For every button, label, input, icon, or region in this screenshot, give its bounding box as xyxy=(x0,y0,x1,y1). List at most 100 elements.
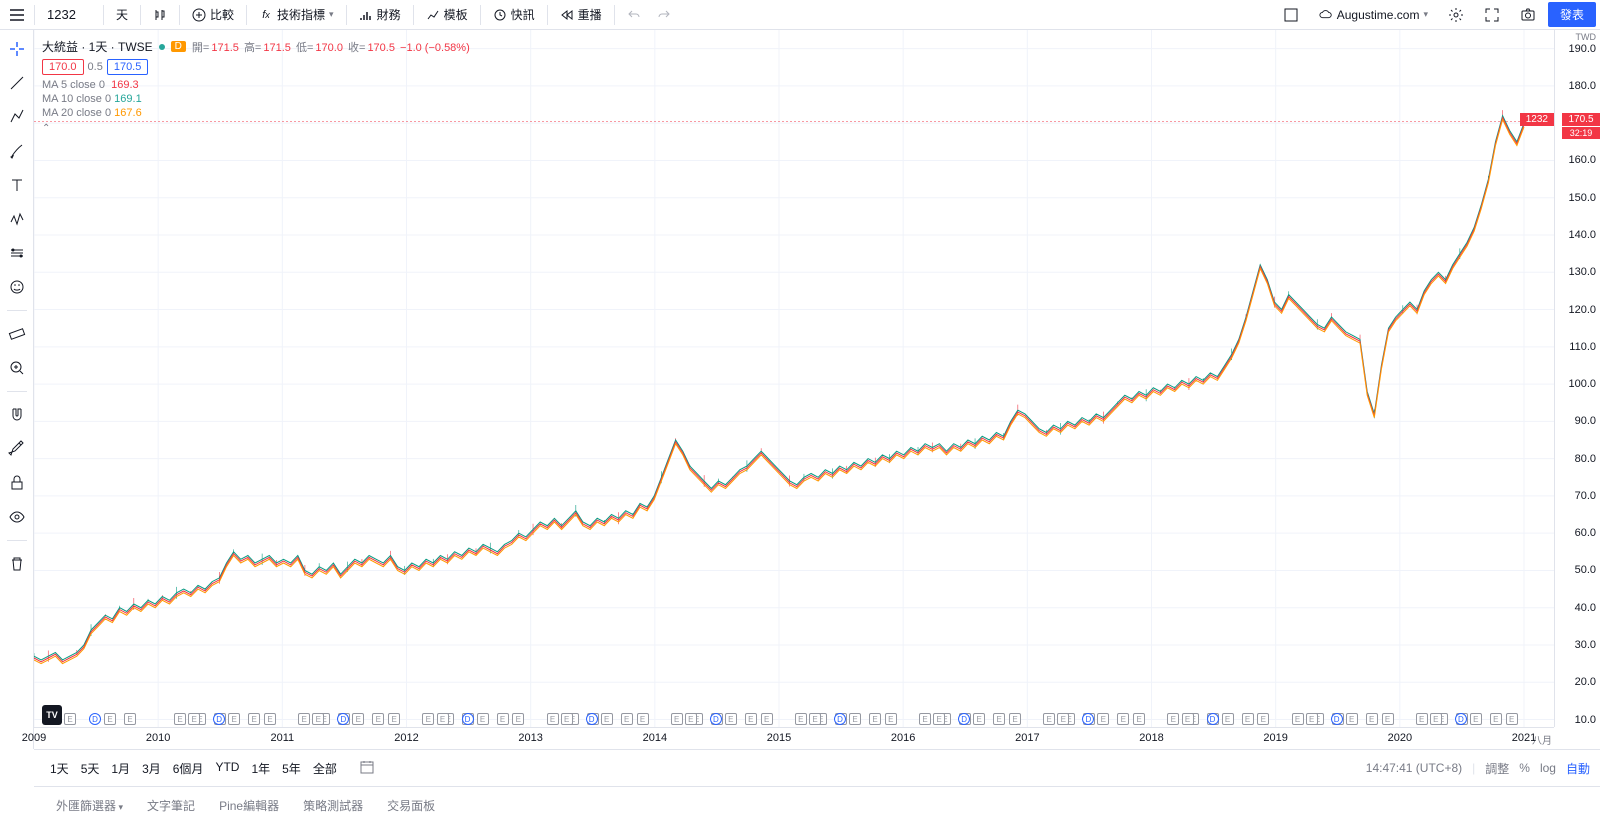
price-chart[interactable] xyxy=(34,30,1554,727)
earnings-marker[interactable]: E xyxy=(388,713,400,725)
earnings-marker[interactable]: E xyxy=(725,713,737,725)
earnings-marker[interactable]: E xyxy=(1182,713,1194,725)
earnings-marker[interactable]: E xyxy=(1490,713,1502,725)
earnings-marker[interactable]: E xyxy=(1430,713,1442,725)
earnings-marker[interactable]: E xyxy=(849,713,861,725)
earnings-marker[interactable]: E xyxy=(547,713,559,725)
trendline-tool[interactable] xyxy=(4,70,30,96)
earnings-marker[interactable]: E xyxy=(497,713,509,725)
dividend-marker[interactable]: D xyxy=(710,713,722,725)
hide-tool[interactable] xyxy=(4,504,30,530)
earnings-marker[interactable]: E xyxy=(1097,713,1109,725)
earnings-marker[interactable]: E xyxy=(745,713,757,725)
collapse-legend-button[interactable]: ⌃ xyxy=(42,123,472,134)
adjust-button[interactable]: 調整 xyxy=(1485,760,1509,777)
earnings-marker[interactable]: E xyxy=(1117,713,1129,725)
tab-3[interactable]: 策略測試器 xyxy=(291,791,375,820)
earnings-marker[interactable]: E xyxy=(1133,713,1145,725)
earnings-marker[interactable]: E xyxy=(993,713,1005,725)
earnings-marker[interactable]: E xyxy=(1222,713,1234,725)
earnings-marker[interactable]: E xyxy=(1167,713,1179,725)
earnings-marker[interactable]: E xyxy=(637,713,649,725)
range-1天[interactable]: 1天 xyxy=(44,756,75,781)
earnings-marker[interactable]: E xyxy=(372,713,384,725)
undo-button[interactable] xyxy=(619,2,649,28)
pattern-tool[interactable] xyxy=(4,206,30,232)
earnings-marker[interactable]: E xyxy=(1346,713,1358,725)
settings-button[interactable] xyxy=(1440,2,1472,28)
earnings-marker[interactable]: E xyxy=(795,713,807,725)
dividend-marker[interactable]: D xyxy=(462,713,474,725)
time-axis[interactable]: 八月 2009201020112012201320142015201620172… xyxy=(34,727,1554,749)
earnings-marker[interactable]: E xyxy=(601,713,613,725)
earnings-marker[interactable]: E xyxy=(298,713,310,725)
earnings-marker[interactable]: E xyxy=(685,713,697,725)
publish-button[interactable]: 發表 xyxy=(1548,2,1596,27)
earnings-marker[interactable]: E xyxy=(264,713,276,725)
auto-button[interactable]: 自動 xyxy=(1566,760,1590,777)
tab-2[interactable]: Pine編輯器 xyxy=(207,791,291,820)
earnings-marker[interactable]: E xyxy=(885,713,897,725)
goto-date-button[interactable] xyxy=(353,755,381,782)
tab-1[interactable]: 文字筆記 xyxy=(135,791,207,820)
earnings-marker[interactable]: E xyxy=(477,713,489,725)
dividend-marker[interactable]: D xyxy=(586,713,598,725)
earnings-marker[interactable]: E xyxy=(1506,713,1518,725)
fullscreen-button[interactable] xyxy=(1476,2,1508,28)
menu-button[interactable] xyxy=(4,2,30,28)
earnings-marker[interactable]: E xyxy=(124,713,136,725)
drawing-mode-tool[interactable] xyxy=(4,436,30,462)
dividend-marker[interactable]: D xyxy=(1331,713,1343,725)
financials-button[interactable]: 財務 xyxy=(351,2,409,28)
earnings-marker[interactable]: E xyxy=(512,713,524,725)
earnings-marker[interactable]: E xyxy=(188,713,200,725)
earnings-marker[interactable]: E xyxy=(228,713,240,725)
range-5年[interactable]: 5年 xyxy=(276,756,307,781)
range-YTD[interactable]: YTD xyxy=(209,756,245,781)
chart-style-button[interactable] xyxy=(145,2,175,28)
earnings-marker[interactable]: E xyxy=(1242,713,1254,725)
earnings-marker[interactable]: E xyxy=(312,713,324,725)
earnings-marker[interactable]: E xyxy=(933,713,945,725)
symbol-input[interactable]: 1232 xyxy=(39,3,99,27)
dividend-marker[interactable]: D xyxy=(1455,713,1467,725)
text-tool[interactable] xyxy=(4,172,30,198)
earnings-marker[interactable]: E xyxy=(809,713,821,725)
earnings-marker[interactable]: E xyxy=(437,713,449,725)
layout-button[interactable] xyxy=(1275,2,1307,28)
dividend-marker[interactable]: D xyxy=(834,713,846,725)
earnings-marker[interactable]: E xyxy=(919,713,931,725)
earnings-marker[interactable]: E xyxy=(1366,713,1378,725)
percent-button[interactable]: % xyxy=(1519,761,1530,775)
range-3月[interactable]: 3月 xyxy=(136,756,167,781)
tab-4[interactable]: 交易面板 xyxy=(375,791,447,820)
earnings-marker[interactable]: E xyxy=(1257,713,1269,725)
interval-selector[interactable]: 天 xyxy=(108,2,136,28)
snapshot-button[interactable] xyxy=(1512,2,1544,28)
earnings-marker[interactable]: E xyxy=(1382,713,1394,725)
earnings-marker[interactable]: E xyxy=(352,713,364,725)
indicators-button[interactable]: fx 技術指標 ▾ xyxy=(251,2,342,28)
cursor-tool[interactable] xyxy=(4,36,30,62)
earnings-marker[interactable]: E xyxy=(973,713,985,725)
replay-button[interactable]: 重播 xyxy=(552,2,610,28)
earnings-marker[interactable]: E xyxy=(671,713,683,725)
earnings-marker[interactable]: E xyxy=(561,713,573,725)
earnings-marker[interactable]: E xyxy=(1416,713,1428,725)
earnings-marker[interactable]: E xyxy=(1009,713,1021,725)
range-6個月[interactable]: 6個月 xyxy=(167,756,210,781)
earnings-marker[interactable]: E xyxy=(64,713,76,725)
redo-button[interactable] xyxy=(649,2,679,28)
measure-tool[interactable] xyxy=(4,321,30,347)
dividend-marker[interactable]: D xyxy=(1207,713,1219,725)
earnings-marker[interactable]: E xyxy=(1057,713,1069,725)
earnings-marker[interactable]: E xyxy=(104,713,116,725)
forecast-tool[interactable] xyxy=(4,240,30,266)
earnings-marker[interactable]: E xyxy=(869,713,881,725)
range-1年[interactable]: 1年 xyxy=(245,756,276,781)
earnings-marker[interactable]: E xyxy=(621,713,633,725)
earnings-marker[interactable]: E xyxy=(761,713,773,725)
account-button[interactable]: Augustime.com ▾ xyxy=(1311,2,1436,28)
brush-tool[interactable] xyxy=(4,138,30,164)
earnings-marker[interactable]: E xyxy=(1292,713,1304,725)
